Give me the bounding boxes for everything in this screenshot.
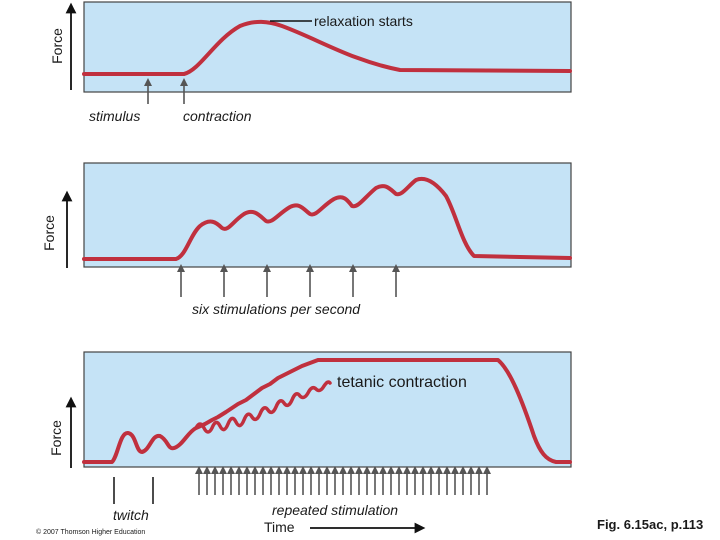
panel-a-contraction-label: contraction: [183, 108, 252, 124]
panel-b: Force six stimulations per second: [41, 162, 572, 317]
panel-a-force-label: Force: [49, 28, 65, 64]
panel-a: Force relaxation starts stimulus contrac…: [49, 1, 572, 124]
panel-c-ramp-ripples: [194, 380, 332, 434]
panel-c-twitch-label: twitch: [113, 507, 149, 523]
panel-b-background: [83, 162, 572, 268]
panel-c-repeated-arrows: [195, 466, 491, 495]
figure-reference: Fig. 6.15ac, p.113: [597, 517, 703, 532]
panel-c: Force tetanic contraction twitch repeate…: [48, 351, 572, 523]
panel-b-force-label: Force: [41, 215, 57, 251]
panel-b-summation-curve: [82, 176, 572, 261]
panel-c-repeated-label: repeated stimulation: [272, 502, 398, 518]
panel-b-stimulus-arrows: [177, 264, 400, 297]
panel-b-caption: six stimulations per second: [192, 301, 361, 317]
panel-c-tetanic-curve: [82, 358, 572, 464]
panel-a-twitch-curve: [82, 19, 572, 76]
panel-c-force-label: Force: [48, 420, 64, 456]
panel-a-relaxation-label: relaxation starts: [314, 13, 413, 29]
panel-c-tetanic-label: tetanic contraction: [337, 374, 467, 391]
time-axis-label: Time: [264, 519, 295, 535]
copyright-notice: © 2007 Thomson Higher Education: [36, 528, 145, 536]
panel-c-background: [83, 351, 572, 468]
panel-a-stimulus-label: stimulus: [89, 108, 140, 124]
